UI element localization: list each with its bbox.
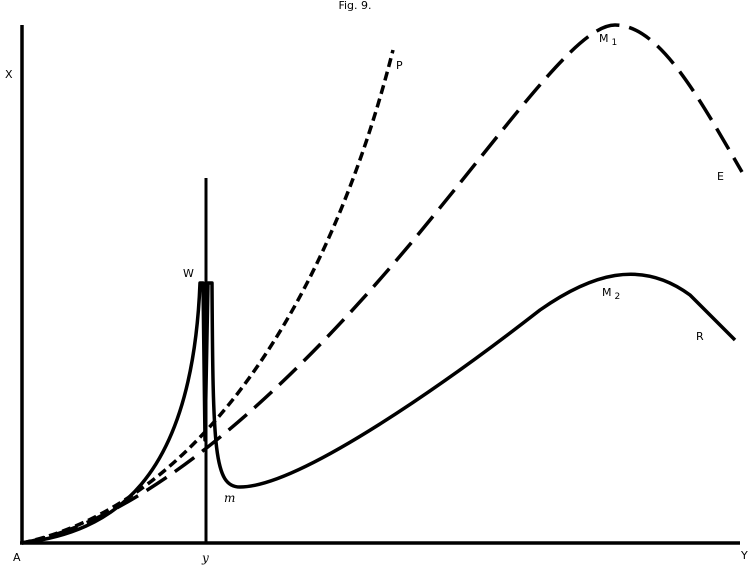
solid-curve bbox=[21, 272, 737, 545]
curve-label: E bbox=[717, 170, 724, 183]
label-text: M bbox=[602, 286, 612, 299]
vertical-axis-label: X bbox=[5, 68, 13, 81]
figure-title: Fig. 9. bbox=[338, 0, 371, 12]
curve-label: P bbox=[396, 59, 403, 72]
label-sub: 2 bbox=[615, 292, 621, 302]
curve-label: W bbox=[183, 267, 194, 280]
horizontal-axis-label: Y bbox=[740, 549, 748, 562]
label-text: M bbox=[599, 32, 609, 45]
curve-label: R bbox=[696, 330, 704, 343]
marker-label: y bbox=[201, 551, 209, 565]
long-dashed-curve bbox=[21, 23, 744, 545]
label-sub: 1 bbox=[612, 38, 618, 48]
short-dashed-curve bbox=[21, 49, 395, 545]
curve-label: m bbox=[224, 491, 235, 505]
origin-label: A bbox=[13, 551, 21, 564]
